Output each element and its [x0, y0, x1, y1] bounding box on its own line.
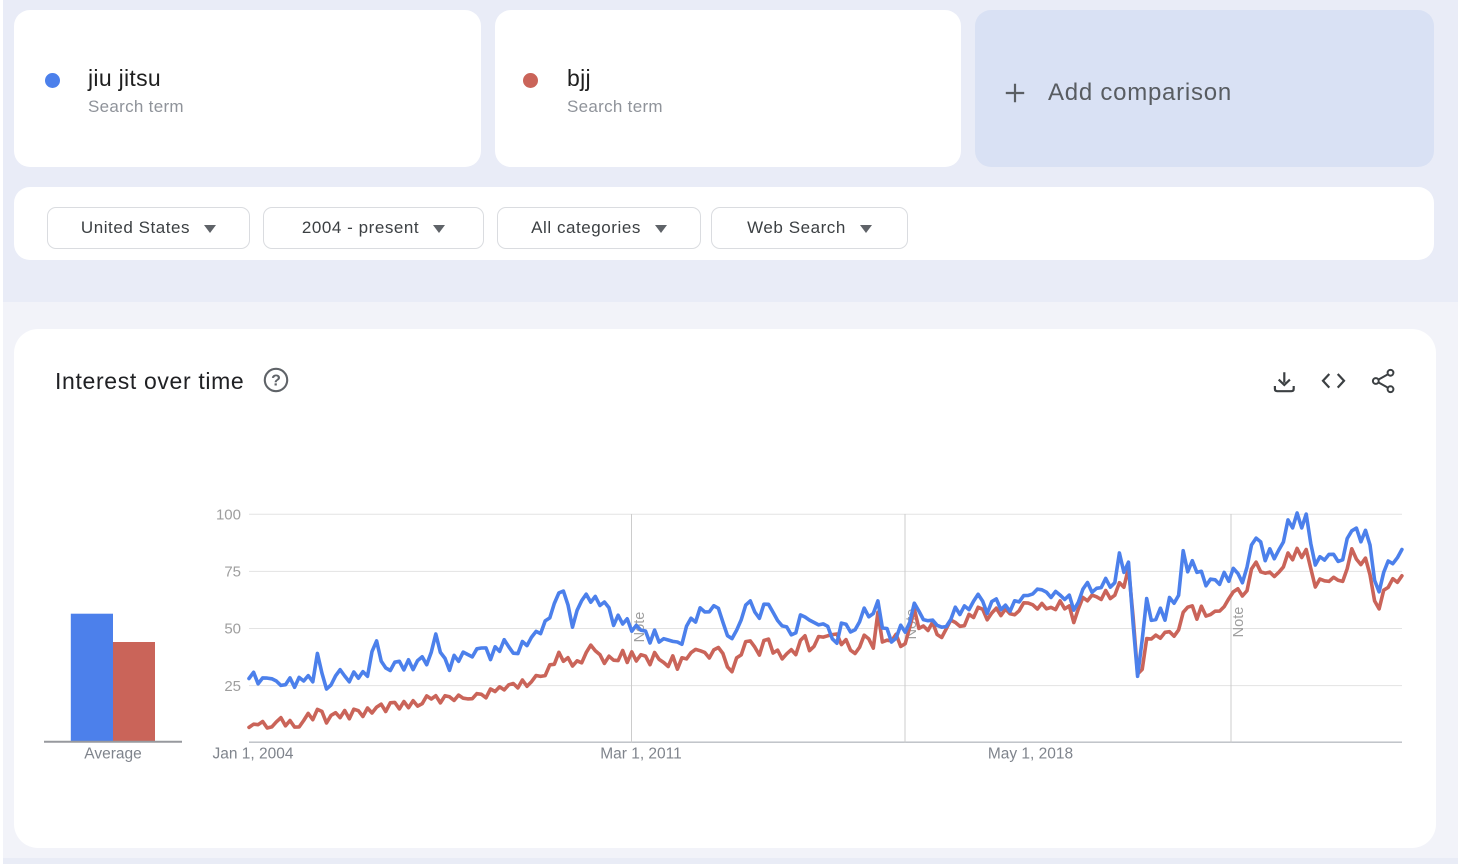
svg-text:Jan 1, 2004: Jan 1, 2004 — [213, 746, 294, 763]
svg-text:?: ? — [271, 373, 281, 390]
svg-text:Average: Average — [84, 746, 141, 763]
svg-text:May 1, 2018: May 1, 2018 — [988, 746, 1073, 763]
svg-text:100: 100 — [216, 507, 241, 524]
svg-text:Note: Note — [1231, 607, 1247, 638]
svg-text:25: 25 — [224, 678, 241, 695]
svg-text:75: 75 — [224, 564, 241, 581]
svg-text:Mar 1, 2011: Mar 1, 2011 — [600, 746, 682, 763]
svg-text:50: 50 — [224, 621, 241, 638]
